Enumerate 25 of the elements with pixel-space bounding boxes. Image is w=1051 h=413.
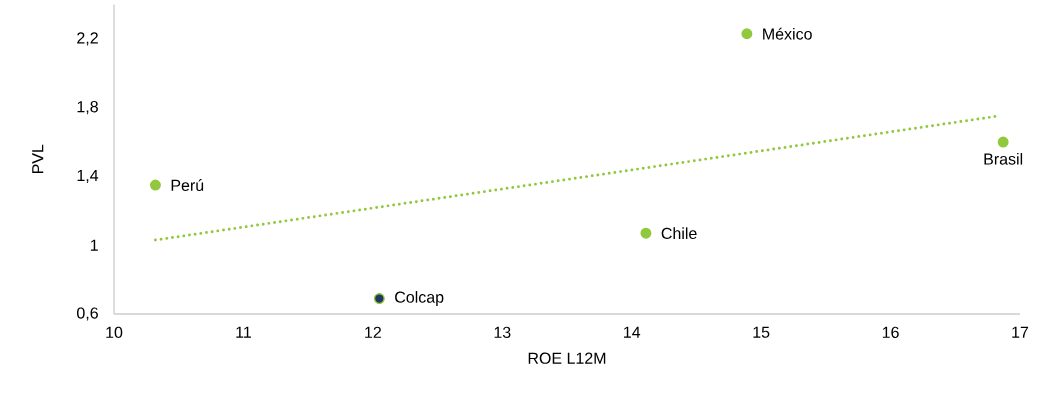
x-tick-label: 13 [494, 326, 511, 339]
point [373, 293, 385, 304]
x-tick-label: 11 [236, 326, 251, 338]
annotation: Perú [171, 179, 204, 191]
y-tick-label: 2,2 [77, 32, 98, 46]
y-tick-label: 0,6 [77, 307, 98, 321]
x-tick-label: 16 [882, 326, 899, 339]
annotation: México [763, 27, 812, 40]
y-tick-label: 1 [90, 239, 98, 251]
x-tick-label: 15 [753, 326, 770, 338]
y-axis-title: PVL [32, 144, 44, 174]
y-tick-label: 1,4 [77, 169, 99, 183]
y-tick-label: 1,8 [77, 101, 98, 115]
x-tick-label: 17 [1012, 326, 1029, 338]
x-tick-label: 12 [365, 326, 381, 338]
annotation: Chile [661, 227, 697, 240]
point [741, 28, 753, 40]
point [640, 227, 652, 239]
point [149, 179, 161, 191]
annotation: Brasil [984, 153, 1023, 165]
x-axis-title: ROE L12M [528, 352, 606, 364]
x-tick-label: 10 [106, 326, 123, 339]
point [997, 136, 1009, 148]
x-tick-label: 14 [624, 326, 641, 338]
annotation: Colcap [395, 291, 444, 306]
